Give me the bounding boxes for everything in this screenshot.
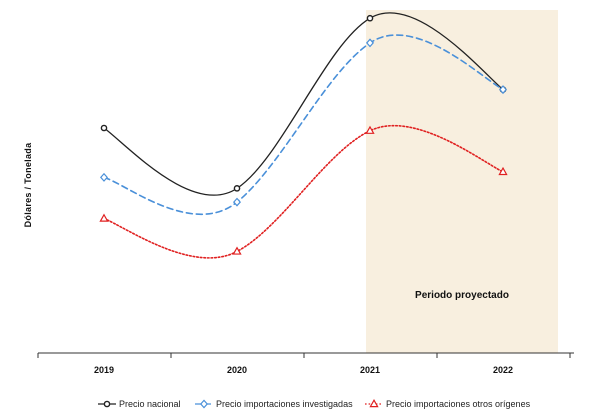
- legend: Precio nacional Precio importaciones inve…: [98, 398, 531, 409]
- point-s1-2020: [232, 197, 242, 207]
- point-s2-2019: [99, 213, 109, 222]
- x-tick-labels: 2019 2020 2021 2022: [94, 365, 513, 375]
- legend-label-1: Precio importaciones investigadas: [216, 399, 353, 409]
- y-axis-label: Dólares / Tonelada: [23, 142, 33, 227]
- point-s2-2021: [365, 125, 375, 134]
- point-s1-2022: [498, 85, 508, 95]
- series-line-1: [103, 34, 504, 216]
- point-s1-2019: [99, 172, 109, 182]
- series-2: [99, 124, 508, 259]
- series-1: [99, 34, 508, 216]
- series-layer: [99, 12, 508, 259]
- legend-marker-1: [199, 399, 209, 409]
- legend-marker-2: [369, 398, 379, 408]
- point-s0-2021: [366, 14, 374, 22]
- point-s2-2020: [232, 246, 242, 255]
- point-s0-2020: [233, 185, 241, 192]
- legend-item-2: Precio importaciones otros orígenes: [365, 398, 531, 409]
- point-s1-2021: [365, 38, 375, 48]
- x-tick-label-2019: 2019: [94, 365, 114, 375]
- x-ticks: [37, 353, 571, 358]
- projected-period-label: Periodo proyectado: [415, 290, 509, 301]
- x-tick-label-2022: 2022: [493, 365, 513, 375]
- x-tick-label-2020: 2020: [227, 365, 247, 375]
- series-0: [100, 12, 507, 196]
- legend-item-0: Precio nacional: [98, 399, 181, 409]
- series-line-0: [103, 12, 504, 196]
- legend-label-0: Precio nacional: [119, 399, 181, 409]
- point-s2-2022: [498, 166, 508, 176]
- legend-item-1: Precio importaciones investigadas: [195, 399, 353, 409]
- legend-marker-0: [103, 400, 111, 408]
- legend-label-2: Precio importaciones otros orígenes: [386, 399, 531, 409]
- point-s0-2019: [100, 124, 108, 132]
- x-tick-label-2021: 2021: [360, 365, 380, 375]
- series-line-2: [103, 124, 504, 259]
- projected-period-band: [366, 10, 558, 353]
